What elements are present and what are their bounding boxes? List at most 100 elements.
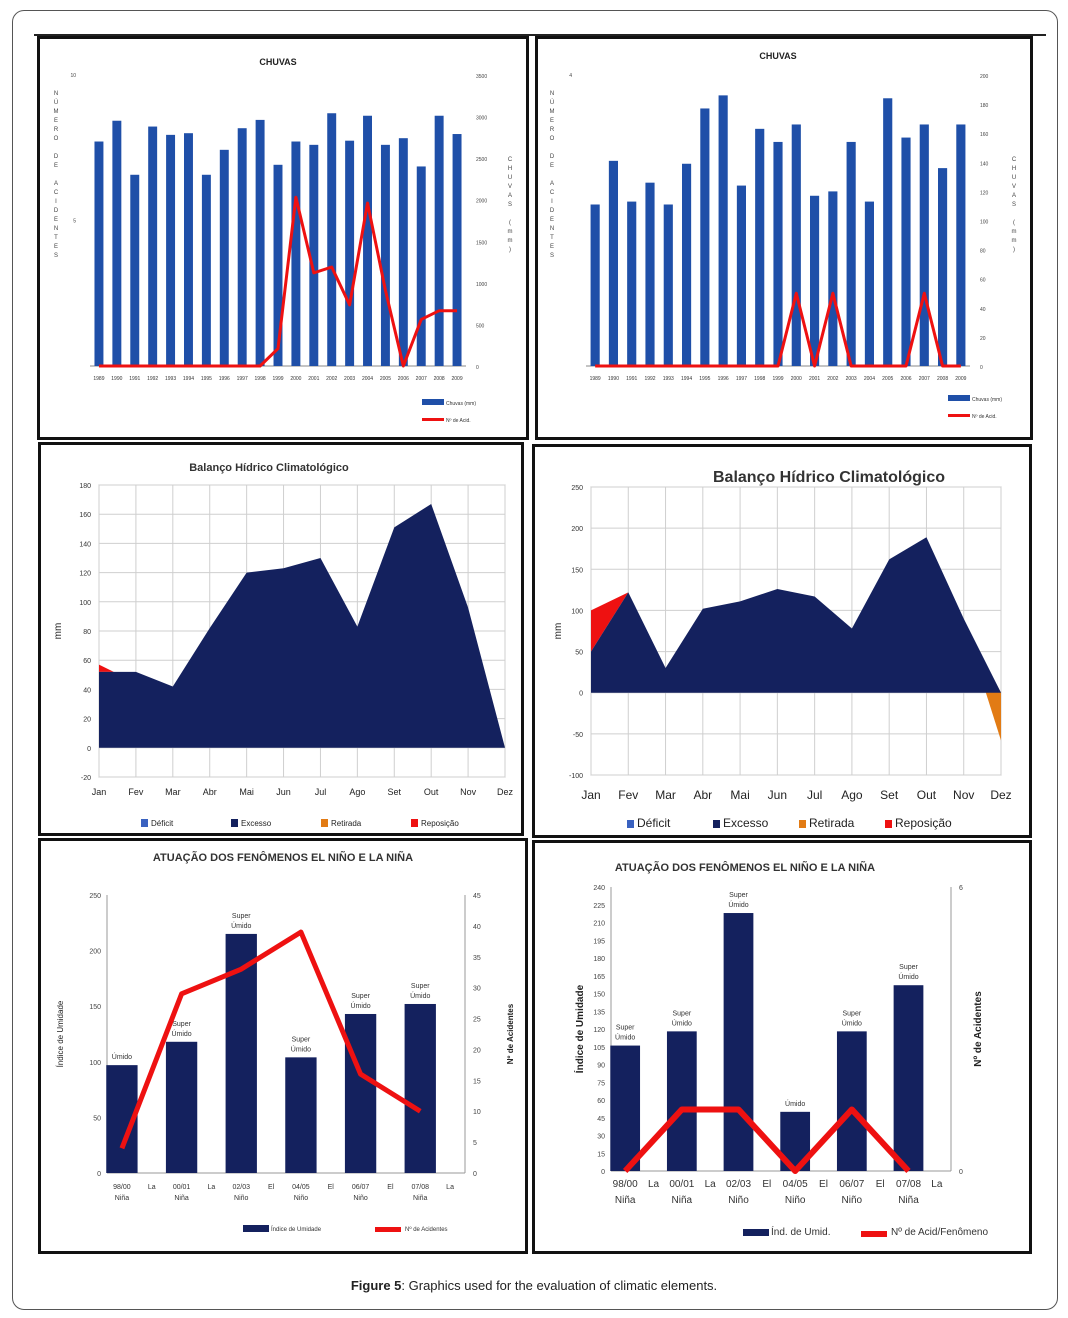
- x-tick-label: La: [148, 1184, 156, 1191]
- x-tick-label: 04/05: [783, 1179, 808, 1190]
- x-tick-label: Fev: [618, 788, 638, 802]
- y-axis-label: E: [550, 244, 554, 250]
- bar-data-label: Super: [729, 892, 748, 899]
- y2-tick-label: 100: [980, 220, 989, 226]
- x-tick-label: 2001: [308, 376, 319, 382]
- x-tick-label: Set: [388, 787, 402, 797]
- y2-axis-label: A: [1012, 193, 1016, 199]
- x-tick-label: 1992: [644, 376, 655, 382]
- legend-swatch: [231, 819, 238, 827]
- area-reposição: [591, 592, 629, 652]
- y-axis-label: D: [54, 154, 59, 160]
- x-tick-label: La: [705, 1179, 717, 1190]
- caption-label: Figure 5: [350, 1278, 402, 1293]
- y2-axis-label: C: [508, 157, 513, 163]
- legend-label-chuvas: Chuvas (mm): [446, 401, 476, 407]
- x-tick-label: El: [762, 1179, 771, 1190]
- y-tick-label: 120: [593, 1027, 605, 1034]
- y-tick-label: 240: [593, 885, 605, 892]
- bar-chuvas: [237, 128, 247, 366]
- caption-text: : Graphics used for the evaluation of cl…: [401, 1278, 718, 1293]
- x-tick-label: Dez: [497, 787, 514, 797]
- bar-chuvas: [736, 185, 746, 366]
- x-tick-label: Niño: [353, 1195, 368, 1202]
- x-tick-label: La: [446, 1184, 454, 1191]
- panel-nino-right: ATUAÇÃO DOS FENÔMENOS EL NIÑO E LA NIÑA 2…: [532, 840, 1032, 1254]
- x-tick-label: Jul: [807, 788, 822, 802]
- x-tick-label: El: [328, 1184, 335, 1191]
- bar-chuvas: [864, 201, 874, 366]
- legend-swatch: [627, 820, 634, 828]
- x-tick-label: Jan: [92, 787, 107, 797]
- legend-label-acid: Nº de Acidentes: [405, 1226, 448, 1233]
- y-tick-label: 210: [593, 921, 605, 928]
- y2-tick-label: 1500: [476, 240, 487, 246]
- x-tick-label: 2002: [326, 376, 337, 382]
- y-tick-label: 150: [593, 992, 605, 999]
- bar-chuvas: [112, 120, 122, 366]
- y2-axis-label: C: [1012, 157, 1017, 163]
- x-tick-label: El: [268, 1184, 275, 1191]
- bar-data-label: Úmido: [231, 921, 251, 930]
- panel-rain-left: CHUVAS 1989 1990 1991 1992 1993 1994 1995 1996 19…: [37, 36, 529, 440]
- y2-axis-label: ): [1013, 247, 1015, 253]
- bar-chuvas: [363, 115, 372, 367]
- y-tick-label: 50: [93, 1115, 101, 1122]
- y-tick-label: 150: [89, 1004, 101, 1011]
- x-tick-label: 1997: [736, 376, 747, 382]
- y-tick-label: 0: [87, 746, 91, 753]
- x-tick-label: 1997: [237, 376, 248, 382]
- y-axis-label: R: [550, 127, 555, 133]
- y2-tick-label: 0: [476, 365, 479, 371]
- y-tick-label: 225: [593, 903, 605, 910]
- y-axis-label: Ú: [54, 99, 58, 106]
- y-tick-label: 75: [597, 1080, 605, 1087]
- x-tick-label: 1990: [608, 376, 619, 382]
- x-tick-label: 2001: [809, 376, 820, 382]
- y-axis-label: E: [550, 217, 554, 223]
- y2-axis-label: U: [1012, 175, 1016, 181]
- chart-title: Balanço Hídrico Climatológico: [713, 469, 945, 486]
- x-tick-label: Niña: [174, 1195, 189, 1202]
- x-tick-label: 07/08: [411, 1184, 429, 1191]
- y-tick-label: 200: [571, 526, 583, 533]
- y-axis-label: Ú: [550, 99, 554, 106]
- x-tick-label: Niño: [842, 1195, 863, 1206]
- x-tick-label: 2004: [362, 376, 373, 382]
- y-tick-label: 10: [70, 73, 76, 79]
- y-tick-label: 40: [83, 687, 91, 694]
- bar-chuvas: [94, 141, 104, 366]
- x-tick-label: 2009: [451, 376, 462, 382]
- y-tick-label: 150: [571, 567, 583, 574]
- bar-chuvas: [956, 124, 966, 366]
- bar-umidade: [723, 913, 754, 1171]
- legend-label: Excesso: [723, 816, 769, 830]
- legend-label: Déficit: [151, 819, 174, 828]
- bar-umidade: [344, 1013, 377, 1173]
- bar-umidade: [610, 1045, 641, 1171]
- x-tick-label: Out: [917, 788, 937, 802]
- x-tick-label: Niña: [115, 1195, 130, 1202]
- x-tick-label: 1996: [219, 376, 230, 382]
- y-tick-label: 105: [593, 1045, 605, 1052]
- bar-data-label: Super: [232, 913, 251, 920]
- y-axis-label: D: [550, 208, 555, 214]
- y-axis-label: N: [550, 226, 554, 232]
- y-axis-label: S: [54, 253, 58, 259]
- y2-tick-label: 0: [959, 1169, 963, 1176]
- x-tick-label: Jun: [768, 788, 787, 802]
- x-tick-label: La: [931, 1179, 943, 1190]
- y-axis-label: N: [54, 226, 58, 232]
- y-tick-label: 160: [79, 512, 91, 519]
- x-tick-label: Jun: [276, 787, 291, 797]
- y-axis-label: E: [550, 163, 554, 169]
- y-tick-label: 120: [79, 571, 91, 578]
- y-tick-label: 100: [79, 600, 91, 607]
- x-tick-label: 00/01: [669, 1179, 694, 1190]
- x-tick-label: Niño: [728, 1195, 749, 1206]
- y-tick-label: 165: [593, 974, 605, 981]
- x-tick-label: 2005: [380, 376, 391, 382]
- y-axis-label: T: [550, 235, 554, 241]
- legend-swatch-umidade: [243, 1225, 269, 1232]
